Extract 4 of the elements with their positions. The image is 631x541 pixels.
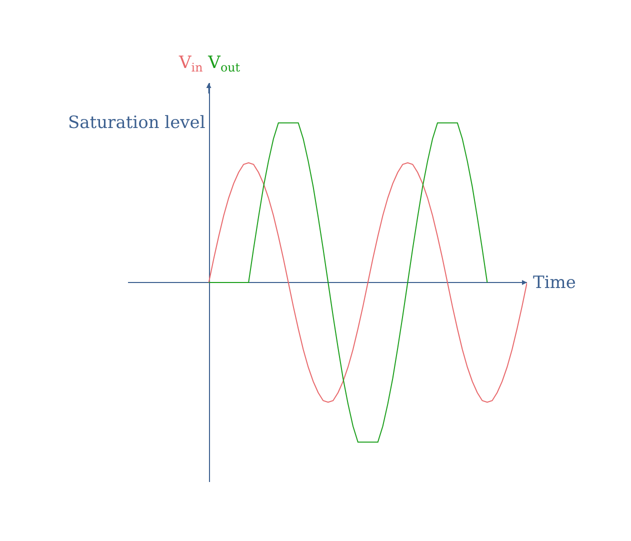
text: V$_{in}$ bbox=[178, 53, 204, 75]
x-axis-title: Time bbox=[533, 273, 576, 293]
text: V$_{out}$ bbox=[207, 53, 240, 75]
text: Saturation level bbox=[68, 113, 206, 133]
